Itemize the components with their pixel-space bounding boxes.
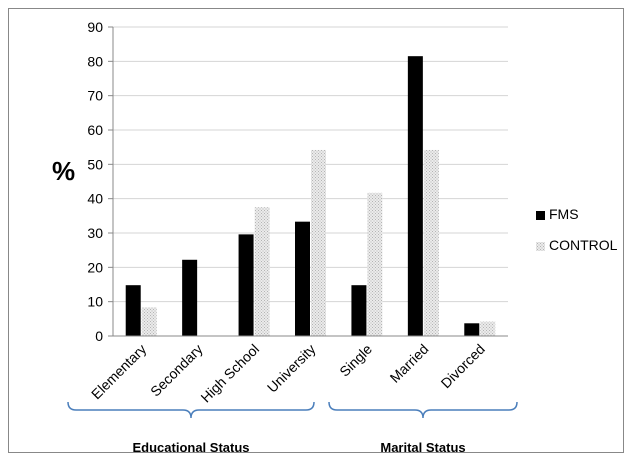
bar-control-divorced [480, 322, 495, 336]
y-tick-label: 30 [87, 225, 103, 241]
y-tick-label: 50 [87, 156, 103, 172]
legend-swatch-fms [536, 211, 545, 220]
axes: 0 10 20 30 40 50 60 70 80 90 ElementarySecondaryHi… [87, 19, 508, 406]
group-brackets: Educational Status Marital Status [68, 402, 517, 455]
bar-fms-married [408, 56, 423, 336]
legend-swatch-control [536, 242, 545, 251]
y-tick-label: 40 [87, 191, 103, 207]
group-label: Educational Status [132, 440, 249, 455]
bar-fms-single [351, 285, 366, 336]
bars [126, 56, 496, 336]
bar-fms-university [295, 222, 310, 336]
bar-control-single [367, 193, 382, 336]
bar-control-married [424, 150, 439, 336]
y-axis-label: % [52, 156, 75, 186]
x-tick-label: Divorced [438, 341, 488, 391]
y-tick-label: 20 [87, 259, 103, 275]
gridlines [113, 27, 508, 302]
y-tick-label: 60 [87, 122, 103, 138]
y-tick-label: 90 [87, 19, 103, 35]
legend-label-control: CONTROL [549, 237, 618, 253]
bar-fms-elementary [126, 285, 141, 336]
legend: FMS CONTROL [536, 206, 618, 253]
y-tick-label: 70 [87, 88, 103, 104]
x-tick-label: Elementary [88, 341, 149, 402]
y-tick-label: 80 [87, 53, 103, 69]
bar-control-university [311, 150, 326, 336]
legend-label-fms: FMS [549, 206, 579, 222]
group-label: Marital Status [380, 440, 465, 455]
group-bracket [68, 402, 314, 418]
x-tick-label: Single [336, 341, 375, 380]
x-tick-label: Married [387, 341, 432, 386]
x-tick-label: University [264, 341, 319, 396]
x-tick-label: High School [197, 341, 262, 406]
bar-fms-divorced [464, 323, 479, 336]
bar-control-elementary [142, 308, 157, 336]
bar-control-high-school [255, 207, 270, 336]
y-tick-label: 0 [95, 328, 103, 344]
bar-fms-secondary [182, 260, 197, 336]
bar-fms-high-school [239, 234, 254, 336]
x-tick-label: Secondary [147, 341, 206, 400]
y-tick-label: 10 [87, 294, 103, 310]
group-bracket [329, 402, 517, 418]
